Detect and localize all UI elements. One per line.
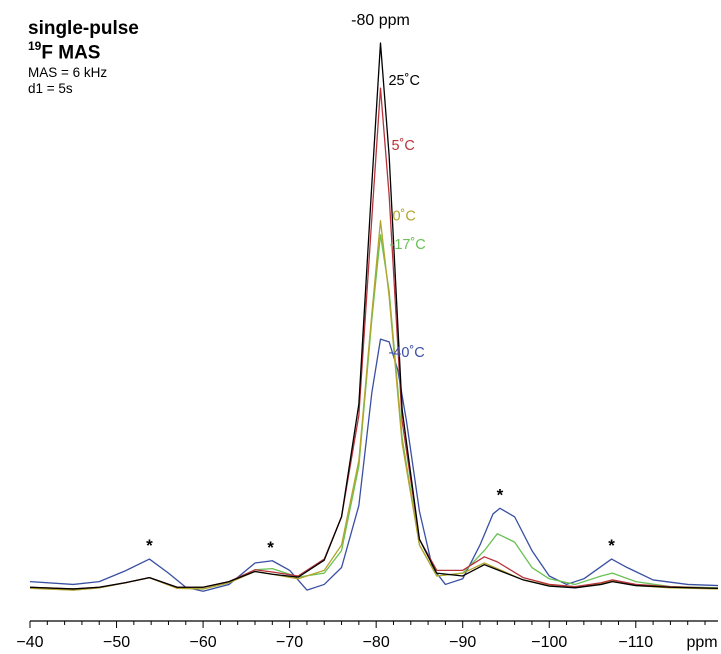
subtitle-main: F MAS bbox=[41, 42, 101, 64]
x-tick-label: −70 bbox=[276, 634, 303, 651]
chart-subtitle: 19F MAS bbox=[28, 39, 101, 64]
x-tick-label: −100 bbox=[531, 634, 567, 651]
series-line-2 bbox=[29, 220, 719, 591]
series-label-4: -40˚C bbox=[388, 345, 424, 361]
sideband-marker: * bbox=[146, 536, 153, 555]
series-label-0: 25˚C bbox=[388, 73, 419, 89]
series-line-1 bbox=[29, 87, 719, 590]
series-label-2: 0˚C bbox=[392, 209, 415, 225]
sideband-marker: * bbox=[497, 485, 504, 504]
series-label-1: 5˚C bbox=[391, 138, 414, 154]
x-axis: −40 −50 −60 −70 −80 −90 −100 −110 ppm bbox=[16, 620, 718, 651]
series-label-3: -17˚C bbox=[389, 237, 425, 253]
x-tick-label: −60 bbox=[190, 634, 217, 651]
x-tick-label: −40 bbox=[16, 634, 43, 651]
sideband-marker: * bbox=[267, 538, 274, 557]
x-tick-label: −110 bbox=[618, 634, 653, 651]
sideband-marker: * bbox=[608, 536, 615, 555]
x-tick-label: −80 bbox=[363, 634, 390, 651]
x-unit-label: ppm bbox=[686, 634, 717, 651]
param-d1: d1 = 5s bbox=[28, 81, 73, 96]
label-layer: 25˚C 5˚C 0˚C -17˚C -40˚C -80 ppm * * * * bbox=[146, 12, 615, 557]
subtitle-superscript: 19 bbox=[28, 39, 42, 53]
param-mas-rate: MAS = 6 kHz bbox=[28, 65, 108, 80]
series-line-0 bbox=[29, 42, 719, 590]
series-layer bbox=[29, 42, 719, 592]
x-tick-label: −90 bbox=[449, 634, 476, 651]
peak-annotation: -80 ppm bbox=[351, 12, 410, 29]
chart-title: single-pulse bbox=[28, 18, 139, 39]
x-tick-label: −50 bbox=[103, 634, 130, 651]
